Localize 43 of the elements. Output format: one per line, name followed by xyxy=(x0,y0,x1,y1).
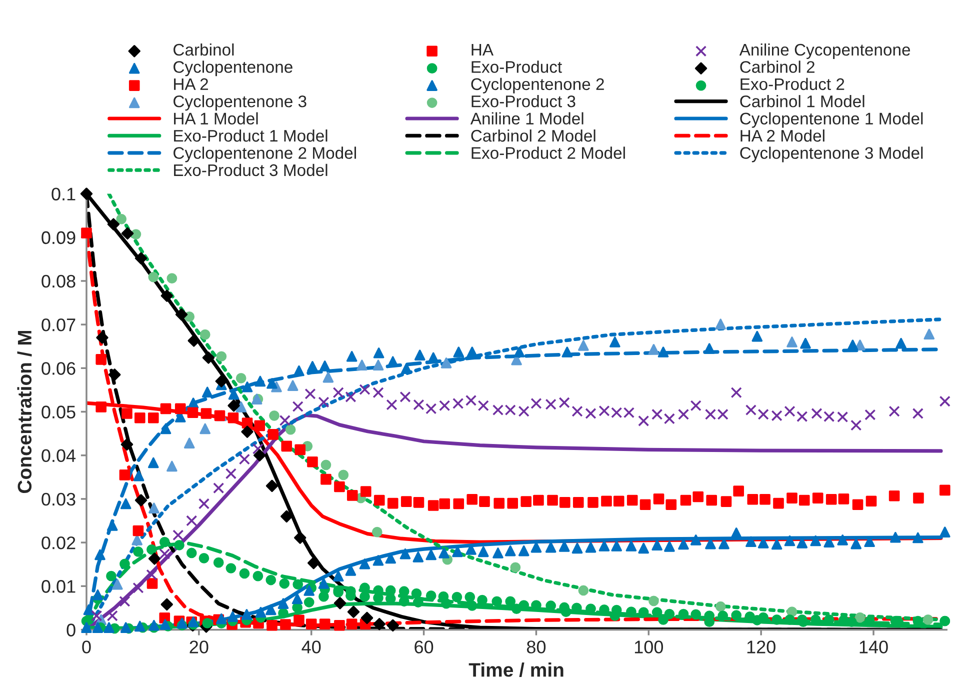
y-tick-label: 0.1 xyxy=(52,188,76,200)
legend-label: Carbinol 2 xyxy=(740,60,814,73)
x-tick-label: 0 xyxy=(82,640,91,654)
legend-label: Exo-Product 2 Model xyxy=(472,146,625,159)
x-tick-label: 140 xyxy=(860,640,888,654)
y-tick-label: 0.02 xyxy=(42,536,76,550)
x-axis-title: Time / min xyxy=(468,662,564,678)
legend-label: HA 1 Model xyxy=(174,112,258,124)
x-tick-label: 20 xyxy=(190,640,208,654)
legend-label: HA 2 Model xyxy=(740,129,824,142)
y-axis-title: Concentration / M xyxy=(17,330,32,494)
y-tick-label: 0.01 xyxy=(42,580,76,593)
legend-label: Aniline Cycopentenone xyxy=(739,43,910,59)
legend-label: Exo-Product xyxy=(472,60,562,73)
y-tick-label: 0.07 xyxy=(42,318,76,332)
x-tick-label: 100 xyxy=(634,640,663,654)
x-tick-label: 40 xyxy=(302,640,321,654)
x-tick-label: 60 xyxy=(414,640,434,654)
legend-label: Cyclopentenone xyxy=(174,60,292,76)
legend-label: Cyclopentenone 1 Model xyxy=(740,112,923,128)
legend-label: Cyclopentenone 2 xyxy=(471,78,604,94)
legend-label: Cyclopentenone 3 xyxy=(174,95,306,111)
legend-label: Cyclopentenone 2 Model xyxy=(174,146,356,162)
legend-label: Carbinol xyxy=(174,43,234,56)
y-tick-label: 0.05 xyxy=(42,406,76,418)
legend-label: HA xyxy=(472,44,494,56)
y-tick-label: 0 xyxy=(66,624,76,636)
legend-label: Aniline 1 Model xyxy=(470,112,584,124)
legend-label: Carbinol 2 Model xyxy=(471,129,596,142)
y-tick-label: 0.03 xyxy=(42,492,76,506)
y-tick-label: 0.09 xyxy=(42,231,76,244)
legend-label: HA 2 xyxy=(174,78,208,90)
y-tick-label: 0.04 xyxy=(42,449,76,462)
y-tick-label: 0.08 xyxy=(42,274,76,288)
legend-label: Exo-Product 3 Model xyxy=(174,164,328,176)
y-tick-label: 0.06 xyxy=(42,362,76,375)
legend-label: Exo-Product 2 xyxy=(740,78,844,90)
x-tick-label: 120 xyxy=(747,640,776,654)
legend-label: Cyclopentenone 3 Model xyxy=(740,146,923,162)
legend-label: Carbinol 1 Model xyxy=(740,95,864,108)
legend-label: Exo-Product 1 Model xyxy=(174,129,328,142)
legend-label: Exo-Product 3 xyxy=(472,95,576,108)
x-tick-label: 80 xyxy=(526,640,546,654)
